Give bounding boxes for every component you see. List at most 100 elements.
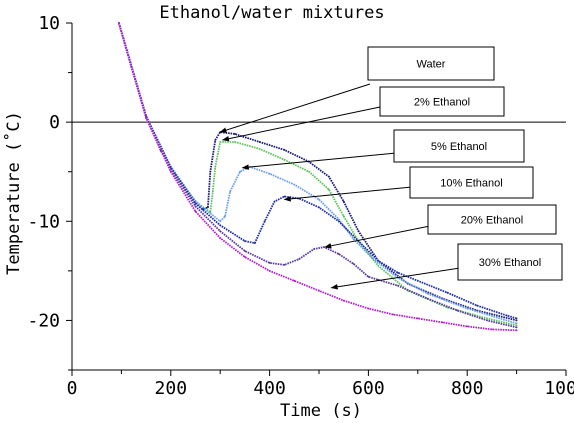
data-point [367,307,370,310]
annotation-callouts: Water 2% Ethanol 5% Ethanol 10% Ethanol 20% … [367,46,563,281]
y-tick-label: 10 [38,13,60,34]
data-point [397,284,399,287]
callout-box [427,204,557,235]
data-point [466,307,469,310]
data-point [515,317,518,320]
callout-label: 30% Ethanol [479,257,541,269]
data-point [118,22,120,24]
data-point [505,314,508,317]
chart-title: Ethanol/water mixtures [159,3,384,23]
data-point [209,170,212,173]
data-point [263,220,266,223]
annotation-arrow [221,106,381,142]
data-point [392,313,394,316]
data-point [416,317,419,320]
data-point [219,220,222,223]
data-point [268,270,271,272]
data-point [495,316,498,319]
data-point [515,324,518,327]
data-point [342,200,345,203]
annotation-arrow [241,152,397,170]
data-point [219,237,222,240]
data-point [515,326,518,329]
data-point [456,309,459,312]
data-point [337,253,340,255]
data-point [145,117,148,120]
data-point [446,291,449,294]
y-axis-label: Temperature (˚C) [3,111,24,275]
data-point [426,297,429,300]
x-axis-label: Time (s) [280,401,362,421]
x-tick-label: 0 [67,378,78,399]
data-point [491,328,493,331]
series-5-ethanol [118,22,517,325]
data-point [283,195,286,198]
data-point [416,279,419,282]
data-point [194,205,197,208]
x-tick-label: 1000 [544,378,574,399]
data-point [283,264,286,266]
callout-box [409,166,534,199]
data-point [211,190,214,193]
data-point [337,220,340,223]
y-tick-label: 0 [49,112,60,133]
data-point [515,329,518,332]
data-point [337,218,340,221]
data-point [253,242,256,245]
x-tick-label: 600 [352,378,385,399]
series-layer [118,22,518,332]
data-point [229,190,232,193]
data-point [342,299,345,302]
callout-box [457,243,563,281]
data-point [244,240,246,243]
data-point [283,149,286,151]
data-point [273,200,276,203]
data-point [194,210,197,213]
data-point [441,321,444,324]
data-point [466,325,469,328]
data-point [352,263,355,265]
callout-label: Water [417,59,446,71]
data-point [258,148,261,150]
data-point [219,141,222,143]
data-point [372,258,375,260]
data-point [169,170,172,173]
data-point [328,188,330,191]
callout-label: 5% Ethanol [431,141,487,153]
data-point [426,292,429,295]
y-axis-ticks: 10 0 -10 -20 [27,13,72,371]
data-point [224,215,227,218]
data-point [298,258,301,260]
data-point [328,175,330,178]
data-point [318,289,320,292]
data-point [352,238,355,241]
data-point [476,304,478,307]
data-point [397,271,399,274]
data-point [219,224,222,227]
callout-box [367,46,495,81]
x-axis-ticks: 0 200 400 600 800 1000 [67,370,574,399]
data-point [194,202,197,205]
series-20-ethanol [118,22,517,329]
data-point [318,206,320,209]
data-point [239,170,241,173]
data-point [293,183,296,186]
data-point [234,133,236,135]
data-point [377,260,380,262]
callout-label: 2% Ethanol [414,97,470,109]
callout-box [379,86,505,117]
data-point [313,248,315,250]
data-point [357,230,360,233]
callout-label: 10% Ethanol [440,178,502,190]
x-tick-label: 200 [155,378,188,399]
data-point [258,141,261,143]
data-point [486,317,488,320]
data-point [244,250,246,252]
data-point [219,230,222,233]
annotation-arrow [283,186,413,202]
callout-label: 20% Ethanol [461,215,523,227]
data-point [367,275,370,278]
annotation-arrow [219,83,371,133]
y-tick-label: -20 [27,310,60,331]
